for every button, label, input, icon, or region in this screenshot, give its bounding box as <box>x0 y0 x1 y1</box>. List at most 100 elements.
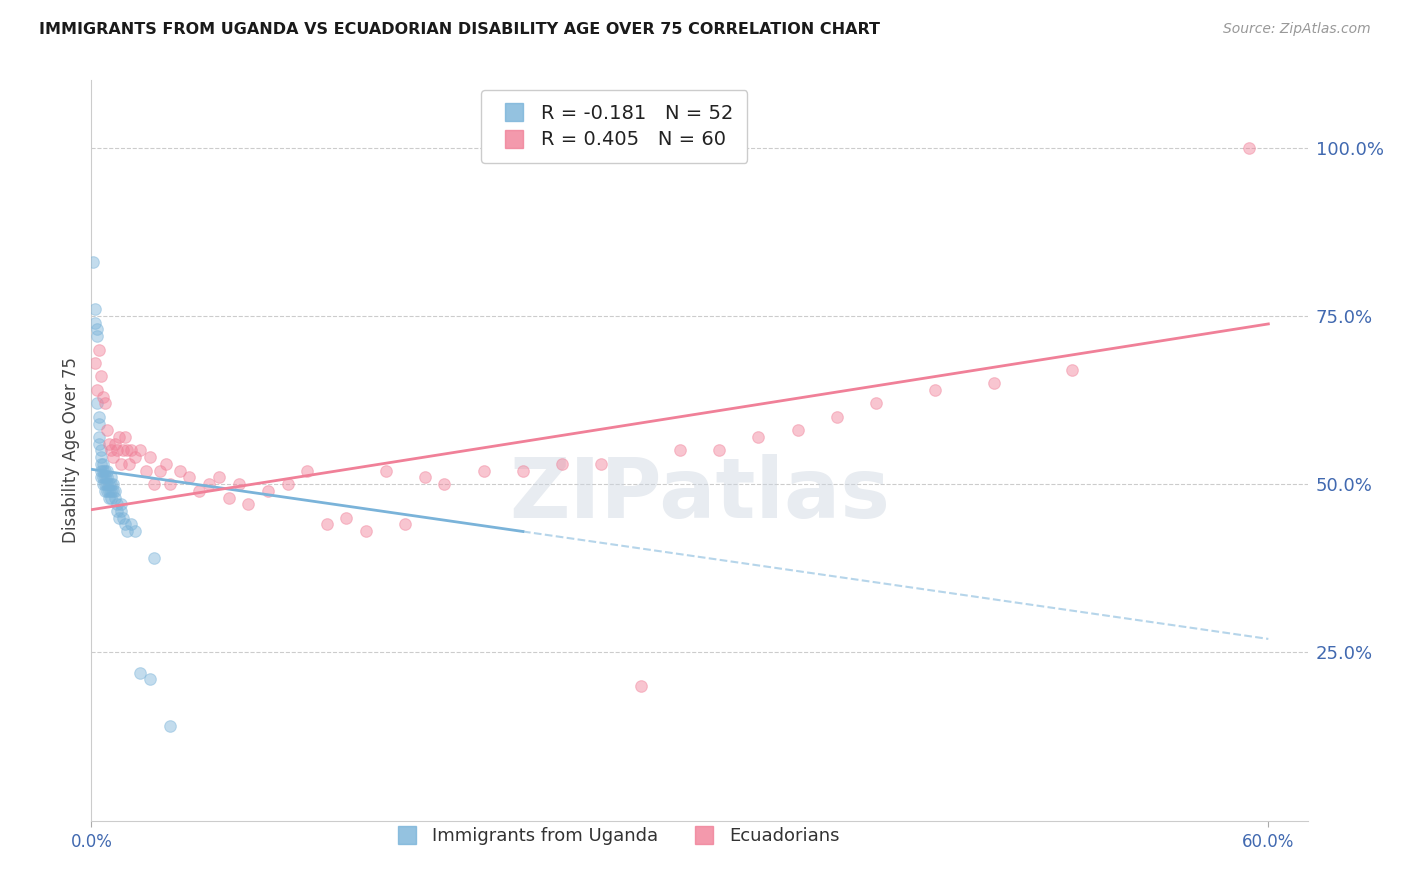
Text: IMMIGRANTS FROM UGANDA VS ECUADORIAN DISABILITY AGE OVER 75 CORRELATION CHART: IMMIGRANTS FROM UGANDA VS ECUADORIAN DIS… <box>39 22 880 37</box>
Point <box>101 450 124 465</box>
Point <box>100 483 122 498</box>
Point <box>108 510 131 524</box>
Point <box>257 483 280 498</box>
Point <box>110 497 132 511</box>
Point <box>512 464 534 478</box>
Point <box>159 477 181 491</box>
Point <box>198 477 221 491</box>
Point <box>90 457 112 471</box>
Point <box>120 443 142 458</box>
Point <box>747 430 769 444</box>
Point <box>707 443 730 458</box>
Point <box>89 417 111 431</box>
Point <box>551 457 574 471</box>
Point <box>135 464 157 478</box>
Point <box>101 483 124 498</box>
Point <box>101 477 124 491</box>
Point <box>155 457 177 471</box>
Point <box>91 464 114 478</box>
Point <box>143 477 166 491</box>
Point <box>100 491 122 505</box>
Text: ZIPatlas: ZIPatlas <box>509 454 890 535</box>
Point <box>84 316 107 330</box>
Point <box>94 396 117 410</box>
Point <box>924 383 946 397</box>
Y-axis label: Disability Age Over 75: Disability Age Over 75 <box>62 358 80 543</box>
Point <box>114 430 136 444</box>
Point <box>188 483 211 498</box>
Point <box>1237 140 1260 154</box>
Point <box>104 436 127 450</box>
Point <box>179 470 201 484</box>
Point <box>98 477 121 491</box>
Point <box>100 443 122 458</box>
Point <box>90 450 112 465</box>
Point <box>90 443 112 458</box>
Point <box>110 457 132 471</box>
Point <box>786 423 808 437</box>
Point <box>591 457 613 471</box>
Point <box>105 504 128 518</box>
Point <box>111 510 134 524</box>
Point <box>118 457 141 471</box>
Point <box>104 491 127 505</box>
Point <box>90 464 112 478</box>
Point <box>472 464 495 478</box>
Point <box>169 464 191 478</box>
Point <box>90 369 112 384</box>
Point <box>354 524 377 539</box>
Point <box>96 470 118 484</box>
Point <box>86 396 108 410</box>
Point <box>94 477 117 491</box>
Point <box>124 450 146 465</box>
Point <box>630 679 652 693</box>
Point <box>238 497 260 511</box>
Point <box>218 491 240 505</box>
Point <box>86 383 108 397</box>
Point <box>90 470 112 484</box>
Point <box>98 436 121 450</box>
Point <box>139 450 162 465</box>
Point <box>315 517 337 532</box>
Point <box>98 491 121 505</box>
Point <box>89 430 111 444</box>
Point <box>84 356 107 370</box>
Point <box>1062 362 1084 376</box>
Legend: Immigrants from Uganda, Ecuadorians: Immigrants from Uganda, Ecuadorians <box>382 820 846 853</box>
Point <box>120 517 142 532</box>
Point <box>100 477 122 491</box>
Point <box>139 673 162 687</box>
Point <box>91 477 114 491</box>
Point <box>208 470 231 484</box>
Point <box>825 409 848 424</box>
Point <box>433 477 456 491</box>
Point <box>96 477 118 491</box>
Point <box>413 470 436 484</box>
Point <box>104 483 127 498</box>
Point <box>149 464 172 478</box>
Point <box>143 551 166 566</box>
Point <box>89 409 111 424</box>
Point <box>91 390 114 404</box>
Point <box>105 497 128 511</box>
Point <box>129 665 152 680</box>
Point <box>105 443 128 458</box>
Point <box>983 376 1005 391</box>
Point <box>86 329 108 343</box>
Point <box>96 423 118 437</box>
Point <box>89 436 111 450</box>
Point <box>96 483 118 498</box>
Point <box>129 443 152 458</box>
Point <box>94 470 117 484</box>
Point <box>111 443 134 458</box>
Point <box>865 396 887 410</box>
Point <box>100 470 122 484</box>
Point <box>91 470 114 484</box>
Point <box>114 517 136 532</box>
Point <box>98 483 121 498</box>
Point <box>374 464 396 478</box>
Point <box>86 322 108 336</box>
Point <box>94 483 117 498</box>
Point <box>124 524 146 539</box>
Point <box>394 517 416 532</box>
